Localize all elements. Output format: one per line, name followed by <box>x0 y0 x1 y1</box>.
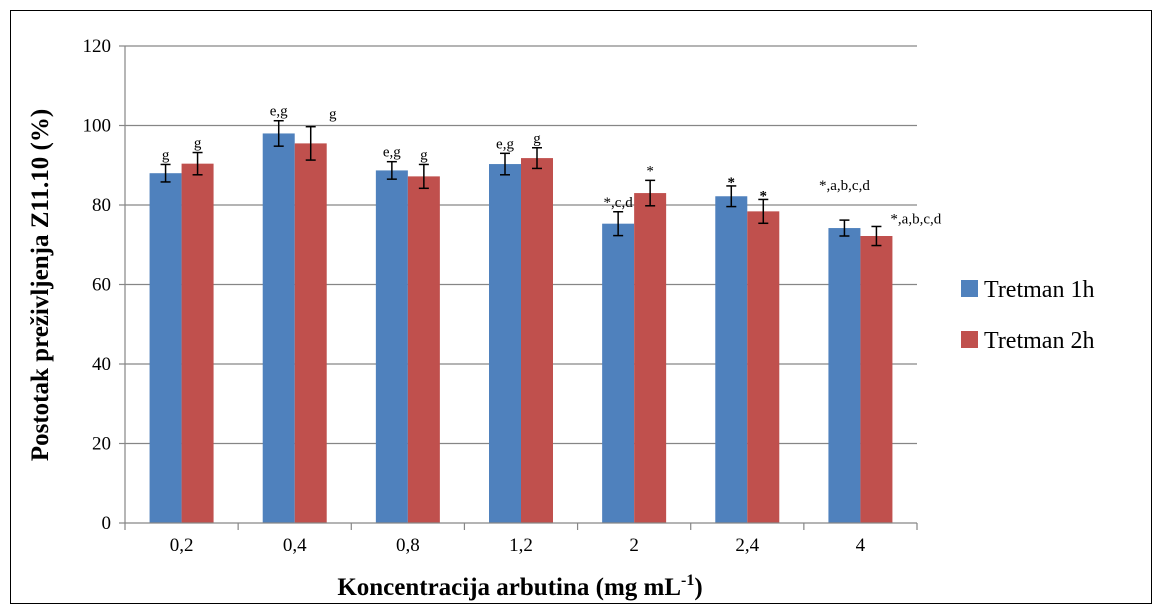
x-tick-label: 4 <box>856 535 866 556</box>
significance-label: e,g <box>383 145 401 161</box>
bar <box>602 223 635 523</box>
bar <box>181 163 214 523</box>
x-tick-label: 0,4 <box>283 535 307 556</box>
legend-swatch <box>961 331 978 348</box>
error-bars <box>160 119 882 247</box>
axes <box>124 46 917 524</box>
y-tick-label: 120 <box>83 36 112 57</box>
significance-label: * <box>728 175 736 191</box>
bar <box>860 236 893 523</box>
y-tick-label: 20 <box>92 434 111 455</box>
y-tick-label: 100 <box>83 116 112 137</box>
bar <box>294 143 327 523</box>
significance-label: *,a,b,c,d <box>890 211 941 227</box>
bar <box>634 193 667 523</box>
bar <box>747 211 780 524</box>
significance-label: g <box>194 136 202 152</box>
y-axis-ticks: 0 20 40 60 80 100 120 <box>83 36 125 534</box>
y-axis-title: Postotak preživljenja Z11.10 (%) <box>27 109 54 461</box>
significance-label: * <box>646 163 654 179</box>
x-axis-title-superscript: -1 <box>681 572 694 589</box>
legend-swatch <box>961 280 978 297</box>
legend-label: Tretman 2h <box>984 328 1094 354</box>
significance-label: e,g <box>496 136 514 152</box>
legend-label: Tretman 1h <box>984 277 1094 303</box>
annotations: g e,g e,g e,g *,c,d * *,a,b,c,d g g g g * * *,a,b,c,d <box>162 104 942 228</box>
bar <box>149 173 182 523</box>
significance-label: g <box>420 147 428 163</box>
y-tick-label: 60 <box>92 275 111 296</box>
x-axis-title: Koncentracija arbutina (mg mL-1) <box>337 572 702 601</box>
x-tick-label: 0,2 <box>170 535 194 556</box>
bar <box>828 228 861 523</box>
y-tick-label: 80 <box>92 195 111 216</box>
x-tick-label: 2,4 <box>735 535 759 556</box>
x-tick-label: 0,8 <box>396 535 420 556</box>
bar <box>489 164 521 523</box>
significance-label: g <box>533 131 541 147</box>
significance-label: g <box>162 147 170 163</box>
bar <box>375 170 408 524</box>
chart-frame <box>10 10 1152 604</box>
legend: Tretman 1h Tretman 2h <box>961 277 1094 354</box>
x-tick-label: 1,2 <box>509 535 533 556</box>
y-tick-label: 40 <box>92 354 111 375</box>
significance-label: *,a,b,c,d <box>819 178 870 194</box>
bar <box>407 176 440 523</box>
x-axis-title-end: ) <box>694 574 702 601</box>
y-tick-label: 0 <box>102 513 112 534</box>
significance-label: e,g <box>270 104 288 120</box>
bar <box>262 133 295 523</box>
significance-label: * <box>760 188 768 204</box>
x-axis-ticks: 0,2 0,4 0,8 1,2 2 2,4 4 <box>124 523 918 556</box>
gridlines <box>125 45 917 445</box>
significance-label: g <box>329 107 337 123</box>
bar <box>715 196 748 523</box>
x-axis-title-main: Koncentracija arbutina (mg mL <box>337 574 681 601</box>
x-tick-label: 2 <box>629 535 639 556</box>
bar <box>521 158 553 523</box>
significance-label: *,c,d <box>604 195 634 211</box>
bars <box>149 133 893 524</box>
